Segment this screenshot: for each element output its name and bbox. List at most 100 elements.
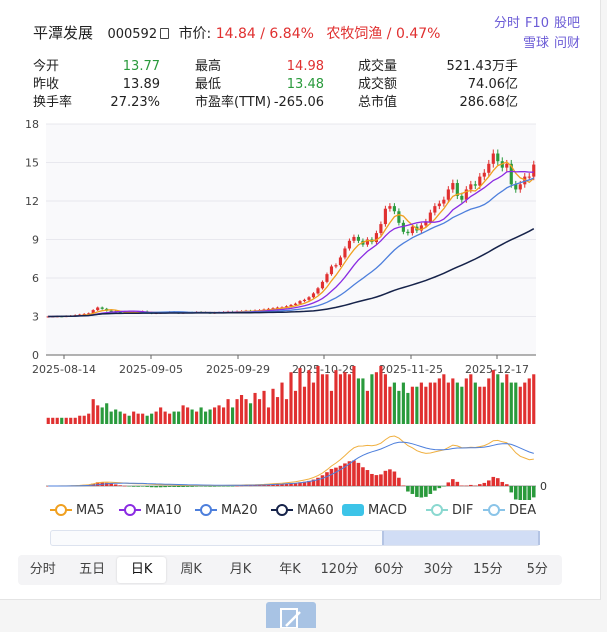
volume-bar [150,413,154,424]
period-tab-2[interactable]: 日K [116,557,167,583]
macd-histogram-bar [491,476,496,486]
macd-histogram-bar [127,486,131,487]
volume-bar [271,388,275,424]
macd-histogram-bar [433,486,437,491]
macd-histogram-bar [140,486,145,487]
volume-bar [433,382,437,424]
volume-bar [419,382,423,424]
volume-bar [127,415,131,424]
legend-ma60[interactable]: MA60 [271,502,334,518]
link-timeshare[interactable]: 分时 [493,16,520,31]
period-tab-7[interactable]: 60分 [374,562,404,577]
candle-body [518,184,522,190]
period-tab-4[interactable]: 月K [229,562,252,577]
period-tab-5[interactable]: 年K [279,562,301,577]
zoom-window-handle[interactable] [382,531,540,545]
macd-histogram-bar [522,486,527,500]
link-f10[interactable]: F10 [524,16,549,31]
candle-body [100,307,104,309]
macd-histogram-bar [194,486,199,487]
period-tab-1[interactable]: 五日 [79,562,106,577]
macd-histogram-bar [226,486,230,487]
volume-bar [397,390,401,424]
macd-histogram-bar [271,484,275,486]
macd-histogram-bar [298,482,302,486]
candle-body [109,310,113,312]
macd-histogram-bar [163,486,167,488]
period-tab-6[interactable]: 120分 [320,562,359,577]
volume-bar [46,417,50,424]
period-tab-10[interactable]: 5分 [526,562,548,577]
legend-dif[interactable]: DIF [426,502,473,518]
link-forum[interactable]: 股吧 [553,16,580,31]
candle-body [527,176,531,178]
macd-histogram-bar [118,485,122,486]
candle-body [455,183,459,196]
candle-body [410,226,414,234]
macd-histogram-bar [428,486,433,494]
volume-bar [96,405,100,424]
macd-histogram-bar [451,479,455,486]
stat-market-cap: 总市值 286.68亿 [358,95,518,110]
y-tick-label: 12 [25,195,39,208]
candle-body [388,206,392,209]
candle-body [460,195,464,200]
candle-body [509,163,513,185]
candle-body [505,163,509,168]
macd-histogram-bar [437,486,442,489]
volume-bar [311,382,316,424]
macd-histogram-bar [518,486,523,500]
copy-icon[interactable] [160,28,170,39]
legend-ma20[interactable]: MA20 [195,502,258,518]
macd-histogram-bar [145,486,149,487]
macd-histogram-bar [104,482,109,486]
macd-histogram-bar [307,480,311,486]
volume-bar [388,386,392,424]
volume-bar [455,382,459,424]
sector-info[interactable]: 农牧饲渔 / 0.47% [326,26,441,42]
period-tab-3[interactable]: 周K [180,562,202,577]
period-tab-8[interactable]: 30分 [423,562,454,577]
x-tick-label: 2025-09-29 [206,363,270,376]
chart-zoom-slider[interactable] [50,530,540,546]
macd-histogram-bar [338,465,343,486]
volume-bar [105,403,109,424]
link-xueqiu[interactable]: 雪球 [522,36,549,51]
candle-body [347,240,352,249]
y-tick-label: 3 [32,311,39,324]
candle-body [352,236,356,241]
volume-bar [329,390,334,424]
edit-note-button[interactable] [266,602,316,629]
period-tab-9[interactable]: 15分 [473,562,503,577]
stock-header: 平潭发展 000592 市价: 14.84 / 6.84% 农牧饲渔 / 0.4… [33,22,440,43]
volume-bar [365,390,369,424]
volume-bar [239,395,244,424]
macd-histogram-bar [316,477,320,486]
macd-histogram-bar [230,486,235,487]
stock-name[interactable]: 平潭发展 [33,24,94,42]
dea-line [48,441,534,487]
stat-pe: 市盈率(TTM) -265.06 [195,95,324,110]
legend-macd[interactable]: MACD [342,502,407,518]
volume-bar [163,411,167,424]
macd-histogram-bar [401,485,406,486]
macd-histogram-bar [235,485,239,487]
candle-body [311,293,316,298]
volume-bar [307,370,311,424]
link-wencai[interactable]: 问财 [553,36,580,51]
macd-zero-label: 0 [540,480,547,493]
candle-body [307,297,311,300]
period-tab-0[interactable]: 分时 [29,562,56,577]
volume-bar [230,407,235,424]
volume-bar [509,382,513,424]
kline-chart[interactable]: 0 3 6 9 12 15 18 2025-08-14 2025-09-05 2025-09-29… [0,0,600,500]
candle-body [374,233,378,243]
candle-body [356,236,361,241]
candle-body [302,299,307,302]
legend-ma5[interactable]: MA5 [50,502,104,518]
edit-icon [280,608,301,629]
legend-dea[interactable]: DEA [483,502,536,518]
volume-bar [221,407,226,424]
legend-ma10[interactable]: MA10 [119,502,182,518]
stat-amount: 成交额 74.06亿 [358,77,518,92]
